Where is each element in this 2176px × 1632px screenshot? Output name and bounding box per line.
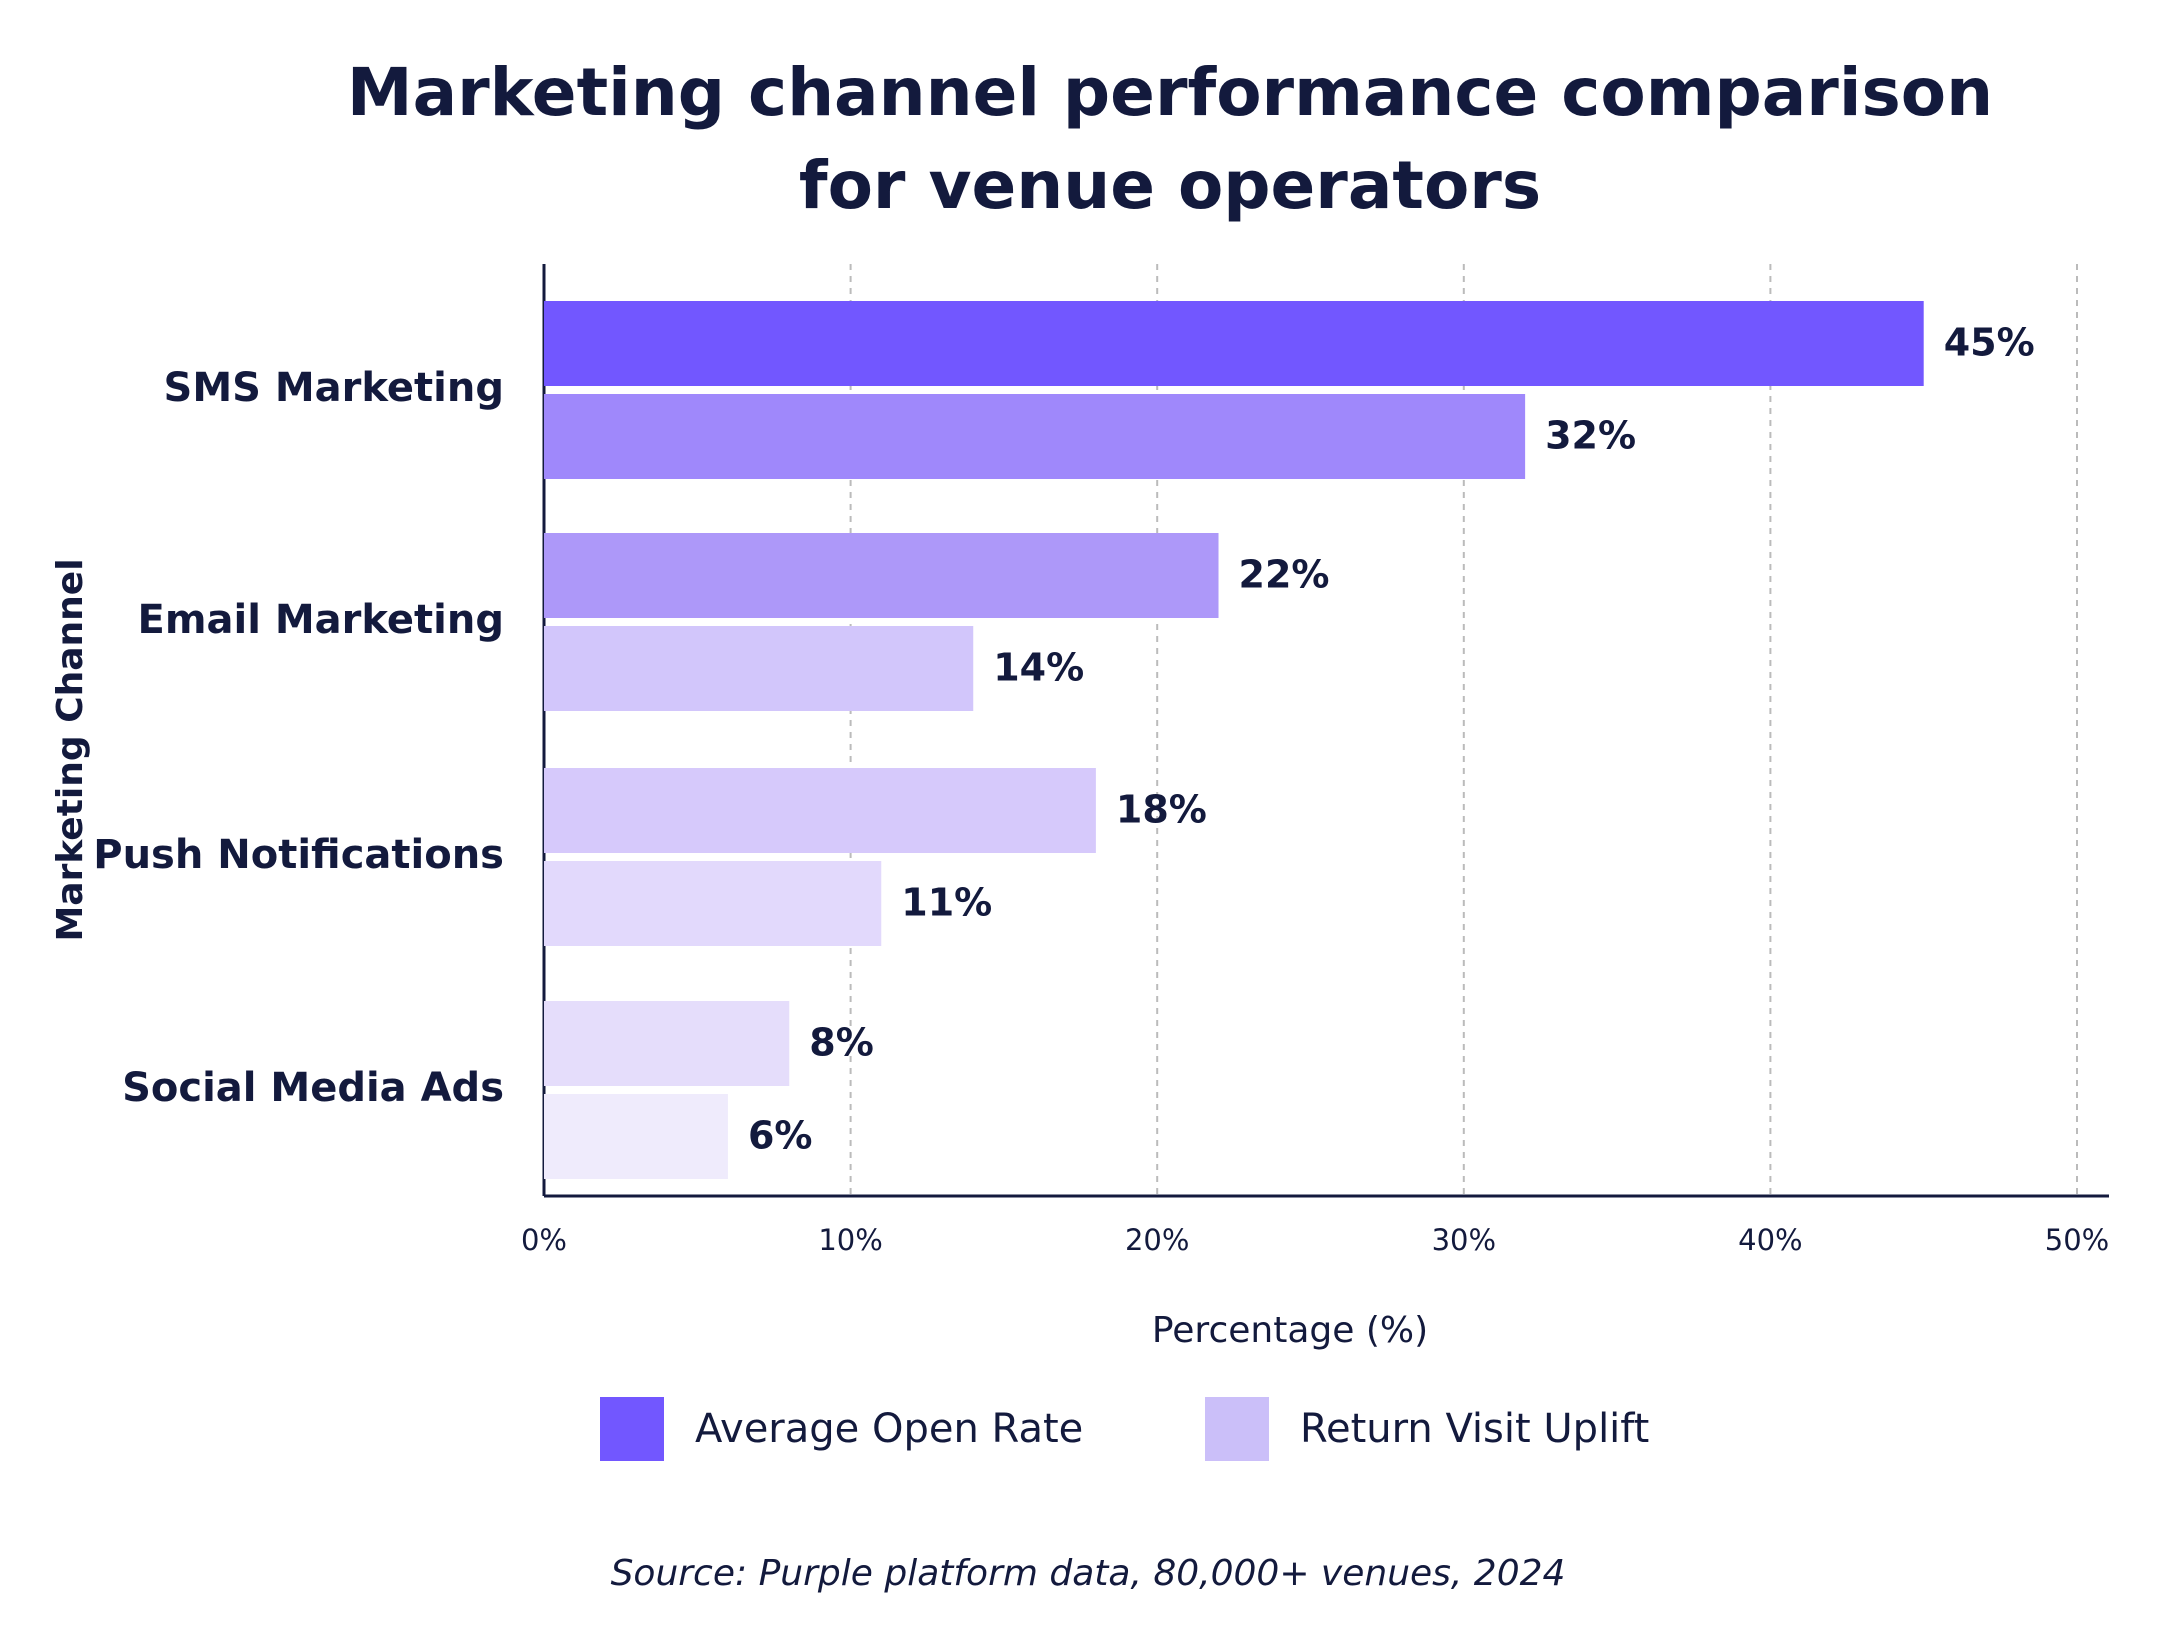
y-tick-label: SMS Marketing [164, 365, 504, 411]
y-axis-label: Marketing Channel [50, 558, 91, 941]
bar [544, 394, 1526, 479]
legend-swatch [600, 1397, 664, 1461]
bar [544, 861, 882, 946]
value-label: 45% [1944, 321, 2035, 365]
bar [544, 1094, 728, 1179]
value-label: 6% [748, 1114, 813, 1158]
legend-label: Average Open Rate [695, 1406, 1083, 1452]
bar [544, 1001, 790, 1086]
bar [544, 533, 1219, 618]
x-tick-label: 0% [521, 1223, 567, 1257]
value-label: 18% [1116, 788, 1207, 832]
x-tick-label: 10% [818, 1223, 882, 1257]
value-label: 32% [1545, 414, 1636, 458]
chart-title: for venue operators [799, 147, 1541, 224]
source-note: Source: Purple platform data, 80,000+ ve… [611, 1553, 1566, 1594]
y-tick-label: Push Notifications [93, 832, 504, 878]
x-tick-label: 50% [2045, 1223, 2109, 1257]
x-tick-label: 20% [1125, 1223, 1189, 1257]
bar [544, 301, 1924, 386]
legend-swatch [1205, 1397, 1269, 1461]
value-label: 22% [1239, 553, 1330, 597]
value-label: 8% [809, 1021, 874, 1065]
bar [544, 768, 1096, 853]
x-tick-label: 40% [1738, 1223, 1802, 1257]
y-tick-label: Social Media Ads [122, 1065, 504, 1111]
x-tick-label: 30% [1432, 1223, 1496, 1257]
value-label: 11% [901, 881, 992, 925]
value-label: 14% [993, 646, 1084, 690]
y-tick-label: Email Marketing [138, 597, 504, 643]
legend-label: Return Visit Uplift [1300, 1406, 1649, 1452]
bar [544, 626, 974, 711]
x-axis-label: Percentage (%) [1152, 1310, 1428, 1351]
chart-title: Marketing channel performance comparison [347, 54, 1993, 131]
